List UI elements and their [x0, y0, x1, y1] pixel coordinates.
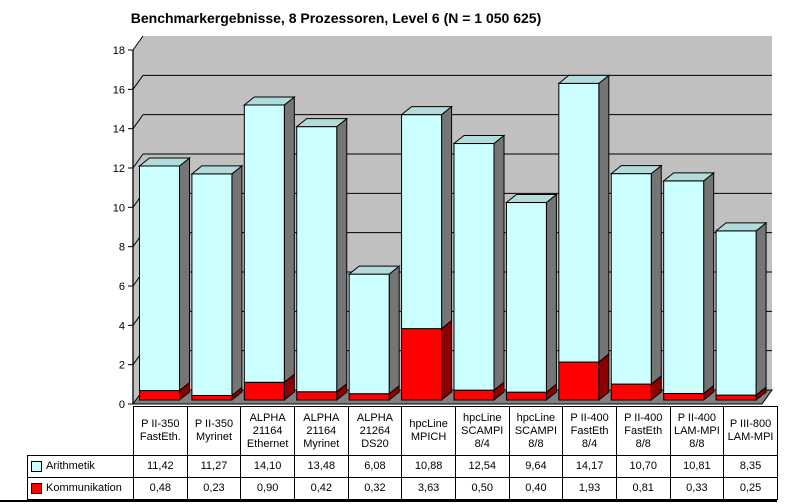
- bar-hpcLine SCAMPI 8/8: [504, 193, 558, 402]
- value-Arithmetik-hpcLine SCAMPI 8/4: 12,54: [454, 455, 510, 478]
- bar-ALPHA 21264 DS20: [347, 265, 401, 402]
- bar-ALPHA 21164 Ethernet: [242, 95, 296, 402]
- value-Kommunikation-hpcLine SCAMPI 8/4: 0,50: [454, 477, 510, 500]
- value-Arithmetik-hpcLine SCAMPI 8/8: 9,64: [508, 455, 564, 478]
- value-Arithmetik-P II-350 FastEth.: 11,42: [133, 455, 188, 478]
- value-Kommunikation-ALPHA 21164 Myrinet: 0,42: [293, 477, 349, 500]
- y-tick-label: 0: [119, 399, 125, 410]
- value-Kommunikation-P II-350 FastEth.: 0,48: [133, 477, 188, 500]
- y-tick-label: 2: [119, 360, 125, 372]
- category-label-P II-400 FastEth 8/4: P II-400 FastEth 8/4: [562, 406, 617, 456]
- table-bottom-border: [0, 500, 777, 502]
- legend-label: Kommunikation: [46, 482, 122, 494]
- category-label-ALPHA 21164 Myrinet: ALPHA 21164 Myrinet: [293, 406, 349, 456]
- y-tick-label: 12: [113, 163, 125, 175]
- value-Kommunikation-hpcLine MPICH: 3,63: [401, 477, 456, 500]
- category-label-P II-400 LAM-MPI 8/8: P II-400 LAM-MPI 8/8: [669, 406, 725, 456]
- y-tick-label: 14: [113, 124, 125, 136]
- value-Kommunikation-ALPHA 21264 DS20: 0,32: [347, 477, 403, 500]
- value-Arithmetik-ALPHA 21164 Myrinet: 13,48: [293, 455, 349, 478]
- bar-P II-400 FastEth 8/4: [557, 74, 611, 402]
- y-tick-label: 18: [113, 45, 125, 57]
- value-Kommunikation-P II-400 FastEth 8/4: 1,93: [562, 477, 617, 500]
- category-label-P III-800 LAM-MPI: P III-800 LAM-MPI: [723, 406, 778, 456]
- data-table: P II-350 FastEth. P II-350 Myrinet ALPHA 2116…: [27, 406, 778, 500]
- category-label-P II-350 FastEth.: P II-350 FastEth.: [133, 406, 188, 456]
- category-label-ALPHA 21164 Ethernet: ALPHA 21164 Ethernet: [240, 406, 295, 456]
- category-label-P II-400 FastEth 8/8: P II-400 FastEth 8/8: [615, 406, 671, 456]
- bar-P II-400 FastEth 8/8: [609, 164, 663, 402]
- value-Arithmetik-P II-350 Myrinet: 11,27: [186, 455, 242, 478]
- value-Kommunikation-P II-400 FastEth 8/8: 0,81: [615, 477, 671, 500]
- y-tick-label: 4: [119, 320, 125, 332]
- bar-P II-400 LAM-MPI 8/8: [662, 171, 716, 402]
- legend-label: Arithmetik: [46, 460, 95, 472]
- category-label-hpcLine MPICH: hpcLine MPICH: [401, 406, 456, 456]
- y-tick-label: 8: [119, 242, 125, 254]
- value-Kommunikation-P II-350 Myrinet: 0,23: [186, 477, 242, 500]
- value-Arithmetik-P II-400 FastEth 8/8: 10,70: [615, 455, 671, 478]
- plot-area-3d: 0 2 4 6 8 10 12 14 16 18: [113, 35, 773, 410]
- bar-ALPHA 21164 Myrinet: [295, 117, 349, 402]
- value-Arithmetik-P II-400 LAM-MPI 8/8: 10,81: [669, 455, 725, 478]
- table-corner-blank: [28, 407, 134, 456]
- value-Arithmetik-hpcLine MPICH: 10,88: [401, 455, 456, 478]
- bar-hpcLine MPICH: [400, 105, 454, 402]
- category-label-hpcLine SCAMPI 8/8: hpcLine SCAMPI 8/8: [508, 406, 564, 456]
- y-tick-label: 16: [113, 84, 125, 96]
- legend-swatch-Arithmetik: [31, 461, 42, 472]
- value-Kommunikation-P III-800 LAM-MPI: 0,25: [723, 477, 778, 500]
- value-Kommunikation-hpcLine SCAMPI 8/8: 0,40: [508, 477, 564, 500]
- y-tick-label: 6: [119, 281, 125, 293]
- bar-P III-800 LAM-MPI: [714, 221, 768, 402]
- category-label-ALPHA 21264 DS20: ALPHA 21264 DS20: [347, 406, 403, 456]
- chart-title: Benchmarkergebnisse, 8 Prozessoren, Leve…: [130, 10, 542, 26]
- bar-P II-350 Myrinet: [190, 164, 244, 402]
- legend-swatch-Kommunikation: [31, 483, 42, 494]
- value-Arithmetik-ALPHA 21164 Ethernet: 14,10: [240, 455, 295, 478]
- legend-item-Arithmetik: Arithmetik: [27, 455, 134, 478]
- category-label-P II-350 Myrinet: P II-350 Myrinet: [186, 406, 242, 456]
- y-tick-label: 10: [113, 202, 125, 214]
- bar-P II-350 FastEth.: [138, 156, 191, 402]
- category-label-hpcLine SCAMPI 8/4: hpcLine SCAMPI 8/4: [454, 406, 510, 456]
- value-Arithmetik-P II-400 FastEth 8/4: 14,17: [562, 455, 617, 478]
- legend-item-Kommunikation: Kommunikation: [27, 477, 134, 500]
- value-Arithmetik-P III-800 LAM-MPI: 8,35: [723, 455, 778, 478]
- value-Arithmetik-ALPHA 21264 DS20: 6,08: [347, 455, 403, 478]
- value-Kommunikation-P II-400 LAM-MPI 8/8: 0,33: [669, 477, 725, 500]
- value-Kommunikation-ALPHA 21164 Ethernet: 0,90: [240, 477, 295, 500]
- bar-hpcLine SCAMPI 8/4: [452, 134, 506, 402]
